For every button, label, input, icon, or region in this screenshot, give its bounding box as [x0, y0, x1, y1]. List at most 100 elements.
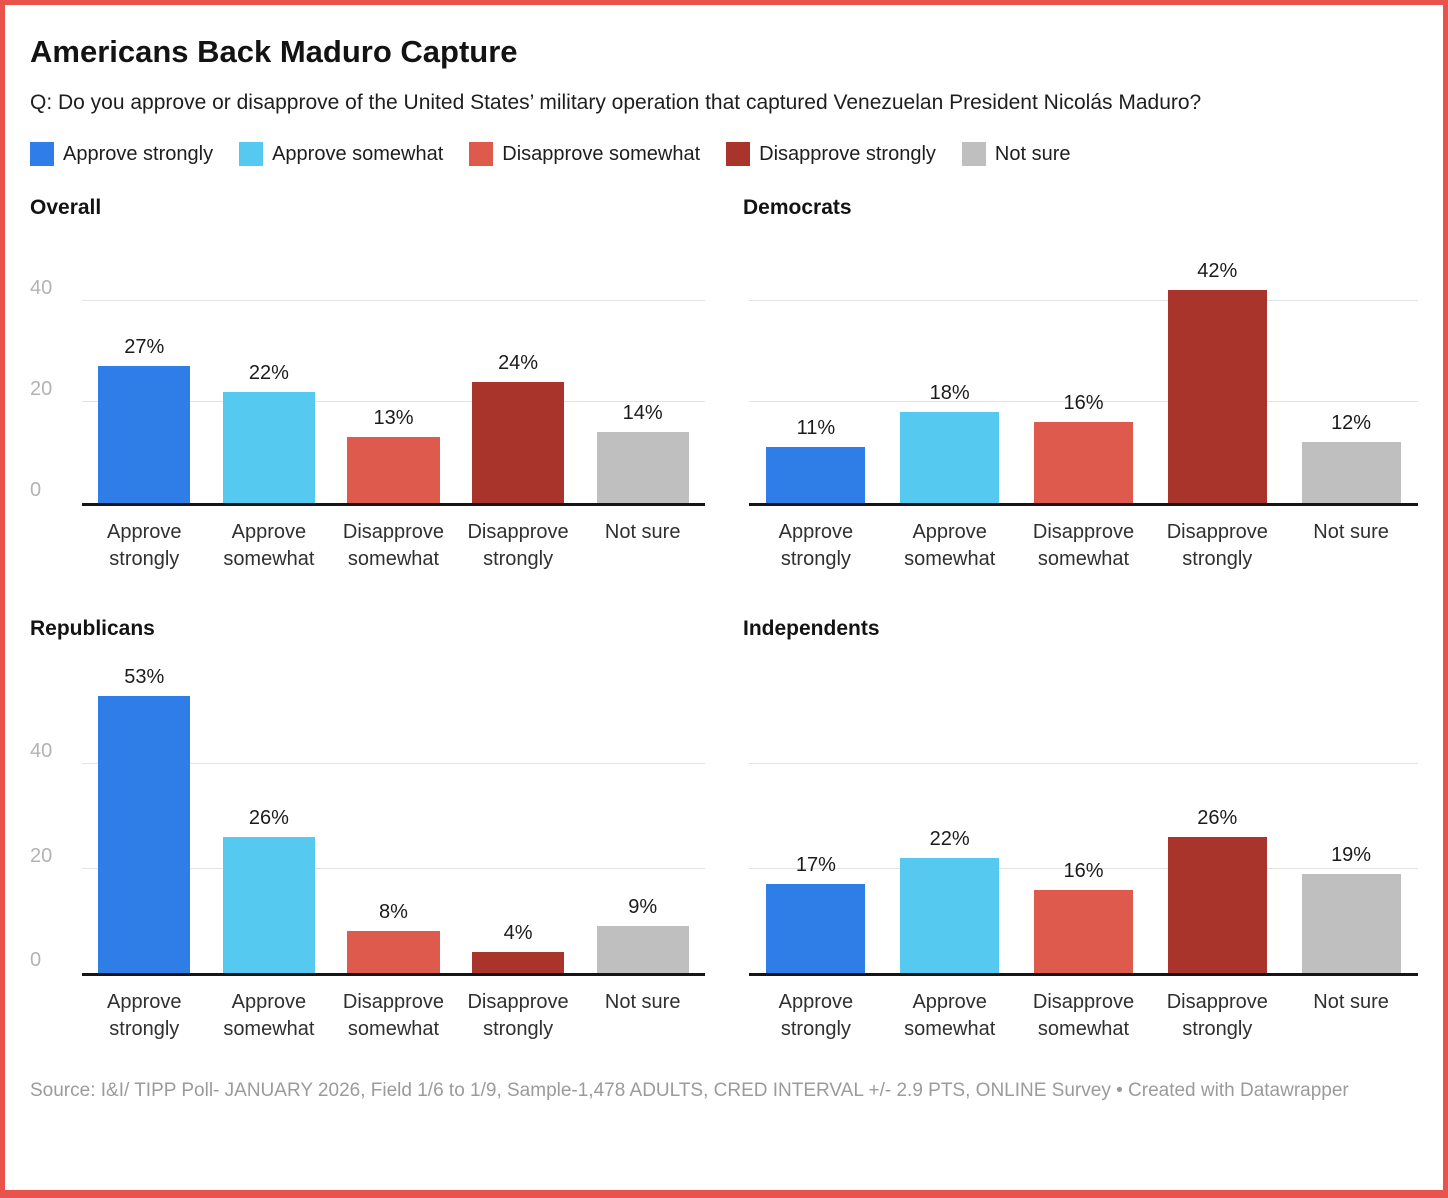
plot-area-republicans: 0 20 40 53% 26% 8% 4% 9%	[30, 667, 705, 977]
bar-not-sure: 9%	[596, 897, 689, 974]
bar-value-label: 53%	[124, 666, 165, 689]
x-axis-label-disapprove-somewhat: Disapprove somewhat	[342, 991, 445, 1041]
x-axis-label-not-sure: Not sure	[604, 991, 681, 1014]
bar-not-sure: 14%	[596, 403, 689, 503]
legend-label: Approve somewhat	[272, 142, 444, 165]
plot-wrap: 0 20 40 27% 22% 13% 24% 14% Approve strongly Appr…	[30, 278, 705, 573]
bar-slot-disapprove-strongly: 4%	[456, 688, 581, 974]
y-tick-label-0: 0	[30, 949, 42, 972]
x-axis-label-disapprove-somewhat: Disapprove somewhat	[1032, 991, 1135, 1041]
x-axis-label-disapprove-somewhat: Disapprove somewhat	[342, 520, 445, 570]
bar-slot-approve-somewhat: 22%	[207, 283, 332, 503]
bar-value-label: 18%	[929, 381, 970, 404]
x-axis-labels: Approve strongly Approve somewhat Disappro…	[749, 989, 1418, 1043]
gridline-40	[82, 299, 705, 301]
bar-approve-somewhat: 26%	[222, 808, 315, 974]
x-axis-label-disapprove-strongly: Disapprove strongly	[467, 520, 569, 570]
x-axis-label-approve-strongly: Approve strongly	[778, 991, 854, 1041]
bar-slot-disapprove-strongly: 24%	[456, 283, 581, 503]
x-axis-label-disapprove-strongly: Disapprove strongly	[1166, 520, 1268, 570]
bar-approve-somewhat: 22%	[222, 363, 315, 503]
plot-area-overall: 0 20 40 27% 22% 13% 24% 14%	[30, 278, 705, 506]
bar-slot-approve-strongly: 17%	[749, 688, 883, 974]
bar-approve-somewhat: 18%	[900, 383, 1000, 503]
x-axis-label-approve-strongly: Approve strongly	[107, 520, 182, 570]
bars: 53% 26% 8% 4% 9%	[82, 667, 705, 974]
bar-approve-strongly: 53%	[98, 667, 191, 974]
bar-approve-strongly: 27%	[98, 337, 191, 503]
source-note: Source: I&I/ TIPP Poll- JANUARY 2026, Fi…	[30, 1080, 1349, 1102]
gridline-20	[82, 400, 705, 402]
y-tick-label-20: 20	[30, 377, 53, 400]
bar-value-label: 16%	[1063, 859, 1104, 882]
chart-subtitle: Q: Do you approve or disapprove of the U…	[30, 91, 1202, 115]
chart-content: Americans Back Maduro Capture Q: Do you …	[5, 5, 1443, 1123]
legend-swatch-disapprove-strongly	[726, 141, 751, 166]
x-axis-label-approve-strongly: Approve strongly	[107, 991, 182, 1041]
bar-slot-disapprove-strongly: 26%	[1150, 688, 1284, 974]
gridline-20	[749, 400, 1418, 402]
legend-item-disapprove-somewhat: Disapprove somewhat	[469, 141, 701, 166]
bar-slot-approve-somewhat: 26%	[207, 688, 332, 974]
x-axis-label-approve-strongly: Approve strongly	[778, 520, 854, 570]
panel-democrats: Democrats 11% 18% 16% 42% 12% Approve strongly…	[743, 194, 1418, 573]
legend-label: Disapprove strongly	[759, 142, 936, 165]
bar-value-label: 27%	[124, 336, 165, 359]
bar-value-label: 22%	[248, 361, 289, 384]
bar-value-label: 16%	[1063, 391, 1104, 414]
bar-disapprove-strongly: 4%	[471, 923, 565, 974]
bar-value-label: 11%	[796, 417, 836, 440]
bars: 11% 18% 16% 42% 12%	[749, 261, 1418, 503]
panel-title-democrats: Democrats	[743, 195, 852, 219]
panel-title-overall: Overall	[30, 195, 102, 219]
legend-label: Not sure	[994, 142, 1071, 165]
bar-approve-strongly: 17%	[766, 855, 866, 974]
y-tick-label-40: 40	[30, 740, 53, 762]
bar-disapprove-strongly: 26%	[1167, 808, 1267, 974]
bar-approve-strongly: 11%	[766, 418, 866, 503]
panel-title-independents: Independents	[743, 616, 880, 640]
bar-slot-approve-strongly: 27%	[82, 283, 207, 503]
plot-wrap: 11% 18% 16% 42% 12% Approve strongly Approve s…	[749, 261, 1418, 573]
bars: 27% 22% 13% 24% 14%	[82, 283, 705, 503]
bar-slot-approve-somewhat: 22%	[883, 688, 1017, 974]
bar-disapprove-strongly: 24%	[471, 353, 565, 503]
gridline-40	[82, 763, 705, 764]
bar-disapprove-strongly: 42%	[1167, 261, 1267, 503]
bar-value-label: 12%	[1331, 412, 1372, 435]
gridline-40	[749, 763, 1418, 764]
x-axis-label-disapprove-strongly: Disapprove strongly	[467, 991, 569, 1041]
bar-value-label: 19%	[1331, 843, 1372, 866]
legend-swatch-disapprove-somewhat	[469, 141, 494, 166]
legend-item-approve-strongly: Approve strongly	[30, 141, 213, 166]
bars: 17% 22% 16% 26% 19%	[749, 688, 1418, 974]
plot-wrap: 0 20 40 53% 26% 8% 4% 9% Approve strongly Approve…	[30, 667, 705, 1043]
bar-slot-disapprove-somewhat: 16%	[1017, 688, 1151, 974]
bar-slot-disapprove-somewhat: 8%	[331, 688, 456, 974]
y-tick-label-20: 20	[30, 844, 53, 867]
gridline-20	[749, 867, 1418, 869]
bar-slot-approve-strongly: 53%	[82, 667, 207, 974]
bar-disapprove-somewhat: 8%	[347, 902, 440, 974]
plot-area-democrats: 11% 18% 16% 42% 12%	[749, 261, 1418, 506]
legend-item-not-sure: Not sure	[961, 141, 1071, 166]
bar-slot-disapprove-strongly: 42%	[1150, 261, 1284, 503]
x-axis-label-not-sure: Not sure	[1313, 520, 1389, 543]
plot-area-independents: 17% 22% 16% 26% 19%	[749, 688, 1418, 977]
bar-value-label: 9%	[628, 896, 658, 919]
gridline-20	[82, 867, 705, 869]
bar-slot-not-sure: 9%	[580, 688, 705, 974]
bar-value-label: 14%	[622, 402, 663, 425]
bar-value-label: 26%	[1197, 807, 1238, 830]
legend-label: Disapprove somewhat	[502, 142, 701, 165]
legend-swatch-not-sure	[961, 141, 986, 166]
legend-swatch-approve-somewhat	[239, 141, 264, 166]
x-axis-labels: Approve strongly Approve somewhat Disappro…	[82, 519, 705, 573]
x-axis-label-not-sure: Not sure	[1313, 991, 1389, 1014]
legend-item-approve-somewhat: Approve somewhat	[239, 141, 444, 166]
bar-value-label: 13%	[373, 407, 414, 430]
bar-value-label: 8%	[379, 901, 408, 924]
x-axis-label-approve-somewhat: Approve somewhat	[904, 520, 996, 570]
bar-disapprove-somewhat: 13%	[347, 408, 440, 503]
